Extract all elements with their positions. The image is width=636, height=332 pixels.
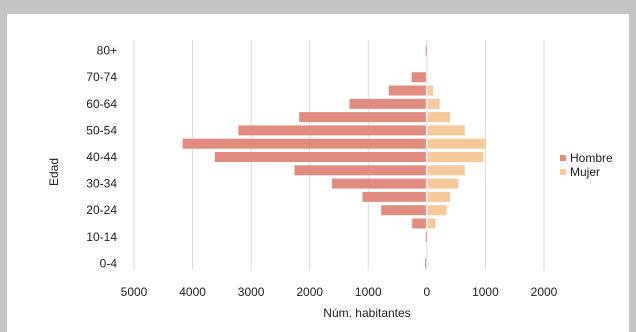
bar-mujer [427, 138, 486, 149]
population-pyramid-chart: 0-4 10-14 20-24 30-34 40-44 50-54 60-64 70-74 80… [47, 40, 613, 320]
x-axis-title: Núm. habitantes [323, 306, 410, 320]
y-tick-label: 60-64 [86, 97, 117, 111]
x-tick-label: 5000 [121, 285, 148, 299]
x-tick-label: 1000 [355, 285, 382, 299]
y-tick-label: 80+ [97, 44, 117, 58]
y-axis-title: Edad [47, 158, 61, 186]
bar-hombre [425, 258, 427, 269]
legend: Hombre Mujer [560, 151, 613, 179]
bar-hombre [381, 205, 426, 216]
bar-mujer [427, 112, 451, 123]
chart-frame: 0-4 10-14 20-24 30-34 40-44 50-54 60-64 70-74 80… [7, 14, 629, 332]
bar-hombre [388, 85, 426, 96]
bar-mujer [427, 98, 440, 109]
x-axis-ticks: 5000 4000 3000 2000 1000 0 1000 2000 [121, 285, 558, 299]
legend-label-mujer: Mujer [570, 165, 600, 179]
x-tick-label: 4000 [179, 285, 206, 299]
bar-mujer [427, 191, 451, 202]
bar-hombre [182, 138, 426, 149]
bar-mujer [427, 85, 434, 96]
bar-hombre [411, 72, 426, 83]
x-tick-label: 3000 [238, 285, 265, 299]
x-tick-label: 0 [424, 285, 431, 299]
bar-hombre [294, 165, 426, 176]
bar-hombre [238, 125, 426, 136]
x-tick-label: 2000 [296, 285, 323, 299]
y-tick-label: 30-34 [86, 177, 117, 191]
x-tick-label: 2000 [531, 285, 558, 299]
bar-mujer [427, 205, 447, 216]
bar-hombre [425, 231, 427, 242]
bar-hombre [299, 112, 426, 123]
legend-label-hombre: Hombre [570, 151, 613, 165]
bar-hombre [412, 218, 426, 229]
bar-hombre [362, 191, 426, 202]
bars [182, 45, 486, 269]
y-tick-label: 0-4 [100, 256, 118, 270]
y-tick-label: 10-14 [86, 230, 117, 244]
bar-hombre [214, 152, 426, 162]
bar-mujer [427, 125, 465, 136]
y-tick-label: 50-54 [86, 123, 117, 137]
y-tick-label: 20-24 [86, 203, 117, 217]
x-tick-label: 1000 [472, 285, 499, 299]
bar-mujer [427, 152, 484, 162]
y-axis-ticks: 0-4 10-14 20-24 30-34 40-44 50-54 60-64 70-74 80… [86, 44, 117, 271]
bar-mujer [427, 165, 465, 176]
legend-swatch-hombre [560, 155, 566, 161]
bar-hombre [425, 45, 427, 56]
bar-mujer [427, 178, 459, 189]
y-tick-label: 40-44 [86, 150, 117, 164]
bar-mujer [427, 218, 436, 229]
bar-hombre [349, 98, 426, 109]
legend-swatch-mujer [560, 169, 566, 175]
y-tick-label: 70-74 [86, 70, 117, 84]
bar-hombre [331, 178, 426, 189]
